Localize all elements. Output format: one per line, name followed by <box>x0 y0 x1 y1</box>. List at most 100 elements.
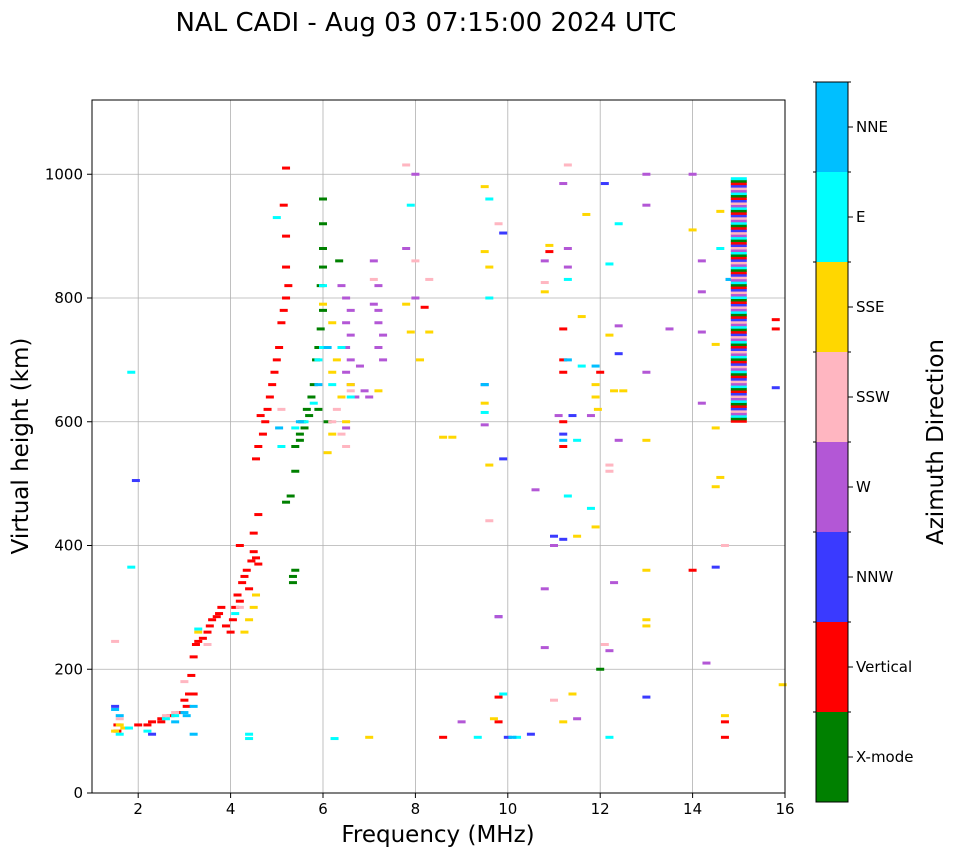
data-point <box>277 321 286 325</box>
x-tick-label: 4 <box>226 800 236 818</box>
colorbar-segment <box>816 442 848 532</box>
series-sse <box>111 185 787 739</box>
data-point <box>111 707 120 711</box>
data-point <box>697 290 706 294</box>
colorbar-tick-label: W <box>856 478 871 496</box>
data-point <box>235 544 244 547</box>
data-point <box>374 321 383 325</box>
data-point <box>545 250 554 254</box>
data-point <box>406 330 415 334</box>
data-point <box>203 643 212 646</box>
data-point <box>148 720 157 724</box>
data-point <box>559 438 568 442</box>
data-point <box>335 259 344 263</box>
data-point <box>642 438 651 442</box>
data-point <box>302 407 311 411</box>
data-point <box>610 389 619 393</box>
data-point <box>591 383 600 387</box>
column-stripe <box>730 402 747 406</box>
data-point <box>425 330 434 334</box>
data-point <box>342 296 351 300</box>
column-stripe <box>730 385 747 389</box>
data-point <box>319 222 327 226</box>
column-stripe <box>730 320 747 324</box>
data-point <box>111 729 120 733</box>
data-point <box>605 469 614 473</box>
data-point <box>328 432 337 436</box>
data-point <box>194 639 203 643</box>
data-point <box>265 395 274 399</box>
colorbar-tick-label: NNW <box>856 568 893 586</box>
data-point <box>346 333 355 337</box>
colorbar-tick-label: E <box>856 208 865 226</box>
data-point <box>346 308 355 312</box>
column-stripe <box>730 189 747 193</box>
data-point <box>249 605 258 609</box>
series-x-mode <box>282 197 605 671</box>
y-tick-label: 400 <box>54 537 83 555</box>
data-point <box>596 370 605 374</box>
data-point <box>402 302 411 306</box>
column-stripe <box>730 258 747 262</box>
data-point <box>319 302 327 306</box>
data-point <box>379 333 388 337</box>
data-point <box>337 346 346 349</box>
data-point <box>300 420 309 424</box>
data-point <box>489 717 498 721</box>
data-point <box>323 420 332 424</box>
data-point <box>499 692 508 696</box>
data-point <box>240 630 249 634</box>
data-point <box>591 525 600 529</box>
column-stripe <box>730 229 747 233</box>
column-stripe <box>730 325 747 329</box>
data-point <box>228 618 237 622</box>
data-point <box>600 182 609 186</box>
data-point <box>499 231 508 235</box>
colorbar-frame <box>815 81 849 803</box>
colorbar-tick-label: SSE <box>856 298 885 316</box>
data-point <box>127 370 136 374</box>
data-point <box>411 296 420 300</box>
data-point <box>180 711 189 715</box>
plot-frame <box>91 99 786 794</box>
data-point <box>600 643 609 646</box>
data-point <box>586 506 595 510</box>
data-point <box>369 302 378 306</box>
data-point <box>261 420 270 424</box>
data-point <box>194 627 203 631</box>
data-point <box>642 568 651 572</box>
data-point <box>157 720 166 724</box>
column-stripe <box>730 338 747 342</box>
data-point <box>342 370 351 374</box>
data-point <box>513 735 522 739</box>
data-point <box>127 565 136 569</box>
data-point <box>593 407 602 411</box>
data-point <box>369 259 378 263</box>
data-point <box>550 544 558 547</box>
data-point <box>540 259 549 263</box>
chart-title: NAL CADI - Aug 03 07:15:00 2024 UTC <box>176 8 677 38</box>
data-point <box>337 395 346 399</box>
data-point <box>288 581 297 585</box>
data-point <box>688 228 697 232</box>
data-point <box>316 327 325 331</box>
data-point <box>226 630 235 634</box>
data-point <box>245 737 254 741</box>
data-point <box>235 605 244 609</box>
column-stripe <box>730 367 747 371</box>
colorbar-segment <box>816 532 848 622</box>
data-point <box>323 346 332 349</box>
data-point <box>563 358 572 362</box>
data-point <box>189 704 198 708</box>
data-point <box>319 284 327 288</box>
data-point <box>550 534 558 538</box>
data-point <box>559 370 568 374</box>
data-point <box>111 704 120 708</box>
data-point <box>720 544 729 547</box>
data-point <box>573 438 582 442</box>
column-stripe <box>730 414 747 418</box>
colorbar-segment <box>816 82 848 172</box>
data-point <box>189 732 198 736</box>
column-stripe <box>730 276 747 280</box>
data-point <box>473 735 482 739</box>
